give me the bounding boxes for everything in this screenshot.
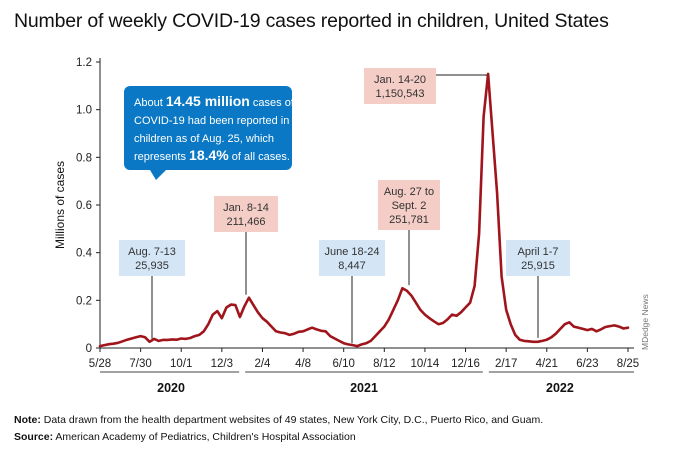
callout-text-part: children as of Aug. 25, which: [134, 133, 274, 145]
callout-text: COVID-19 had been reported in: [134, 115, 289, 127]
note-label: Note:: [14, 414, 41, 426]
x-tick-label: 2/17: [495, 358, 517, 370]
x-tick-label: 7/30: [129, 358, 151, 370]
year-label: 2020: [157, 381, 185, 395]
x-tick-label: 4/8: [295, 358, 311, 370]
chart-note: Note: Data drawn from the health departm…: [14, 414, 543, 426]
annotation-box: [506, 240, 570, 276]
series-line: [98, 72, 630, 348]
credit-text: MDedge News: [640, 294, 650, 350]
line-chart: 0 0.2 0.4 0.6 0.8 1.0 1.2 Millions of cases 5/2…: [53, 57, 639, 395]
y-axis-label: Millions of cases: [53, 161, 67, 249]
annotation-box: [319, 240, 385, 276]
y-tick-label: 0.8: [76, 152, 92, 164]
x-tick-label: 10/1: [170, 358, 192, 370]
annotation-box: [119, 240, 185, 276]
annotation-text: Jan. 14-20: [374, 74, 426, 86]
callout-text: About 14.45 million cases of: [134, 93, 295, 109]
series-line-group: [98, 72, 630, 348]
annotation-text: June 18-24: [324, 246, 379, 258]
x-tick-label: 10/14: [411, 358, 440, 370]
year-label: 2021: [350, 381, 378, 395]
summary-callout: About 14.45 million cases of COVID-19 had…: [124, 86, 295, 180]
annotation-text: 8,447: [338, 260, 366, 272]
annotation-text: 211,466: [227, 216, 266, 228]
y-tick-label: 1.0: [76, 105, 92, 117]
source-text: American Academy of Pediatrics, Children…: [53, 431, 356, 443]
annotation-text: Jan. 8-14: [223, 202, 269, 214]
chart-source: Source: American Academy of Pediatrics, …: [14, 431, 356, 443]
callout-text-part: About: [134, 97, 166, 109]
callout-pointer: [150, 170, 166, 180]
chart-title: Number of weekly COVID-19 cases reported…: [14, 10, 609, 32]
callout-text-part: of all cases.: [229, 151, 290, 163]
x-tick-label: 8/25: [617, 358, 639, 370]
callout-text: children as of Aug. 25, which: [134, 133, 274, 145]
annotation: June 18-24 8,447: [319, 240, 385, 344]
source-label: Source:: [14, 431, 54, 443]
annotation-text: 251,781: [389, 214, 429, 226]
x-tick-label: 2/4: [254, 358, 271, 370]
annotation-box: [378, 180, 440, 230]
callout-box: [124, 86, 292, 170]
callout-text-part: COVID-19 had been reported in: [134, 115, 289, 127]
x-tick-label: 12/16: [451, 358, 480, 370]
annotations: Aug. 7-13 25,935 Jan. 8-14 211,466 June 18-2…: [119, 68, 570, 344]
y-tick-label: 0.2: [76, 295, 92, 307]
annotation: April 1-7 25,915: [506, 240, 570, 338]
year-label: 2022: [546, 381, 574, 395]
annotation-text: 25,935: [135, 260, 169, 272]
x-axis: 5/28 7/30 10/1 12/3 2/4 4/8 6/10 8/12 10/14 12/16…: [89, 347, 639, 395]
x-tick-label: 8/12: [373, 358, 395, 370]
annotation-leader: [436, 74, 487, 76]
annotation: Aug. 7-13 25,935: [119, 240, 185, 339]
annotation: Jan. 14-20 1,150,543: [364, 68, 487, 104]
annotation-text: Aug. 27 to: [384, 186, 434, 198]
callout-text-part: represents: [134, 151, 189, 163]
callout-text: represents 18.4% of all cases.: [134, 147, 290, 163]
callout-highlight: 18.4%: [189, 147, 229, 163]
y-tick-label: 0.6: [76, 200, 92, 212]
annotation-text: Aug. 7-13: [128, 246, 176, 258]
x-tick-label: 5/28: [89, 358, 111, 370]
annotation: Aug. 27 to Sept. 2 251,781: [378, 180, 440, 286]
annotation: Jan. 8-14 211,466: [214, 196, 278, 295]
annotation-text: Sept. 2: [392, 200, 427, 212]
x-tick-label: 6/23: [576, 358, 598, 370]
callout-text-part: cases of: [250, 97, 295, 109]
annotation-text: April 1-7: [518, 246, 559, 258]
x-tick-label: 6/10: [332, 358, 354, 370]
y-tick-label: 1.2: [76, 57, 92, 69]
x-tick-label: 12/3: [211, 358, 233, 370]
y-tick-label: 0: [86, 343, 92, 355]
x-tick-label: 4/21: [536, 358, 558, 370]
annotation-box: [214, 196, 278, 232]
y-tick-label: 0.4: [76, 248, 93, 260]
callout-highlight: 14.45 million: [166, 93, 250, 109]
y-axis: 0 0.2 0.4 0.6 0.8 1.0 1.2 Millions of cases: [53, 57, 101, 355]
note-text: Data drawn from the health department we…: [40, 414, 544, 426]
annotation-text: 1,150,543: [376, 88, 425, 100]
annotation-text: 25,915: [521, 260, 555, 272]
annotation-box: [364, 68, 436, 104]
